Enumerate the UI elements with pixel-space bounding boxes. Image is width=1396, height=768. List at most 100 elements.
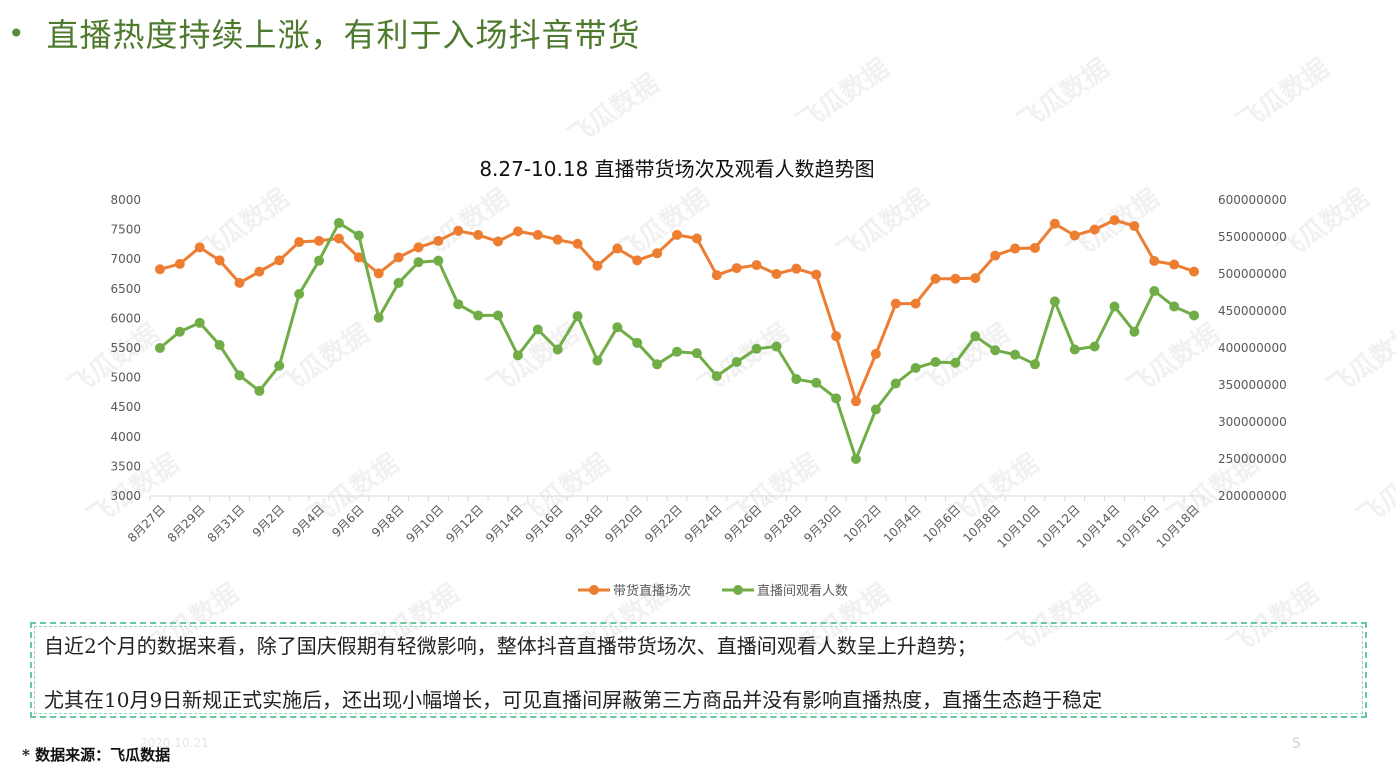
series-2-point <box>711 371 722 382</box>
series-2-point <box>214 340 225 351</box>
series-2-point <box>870 404 881 415</box>
chart-title: 8.27-10.18 直播带货场次及观看人数趋势图 <box>479 157 874 181</box>
x-tick-label: 9月26日 <box>722 502 765 545</box>
legend-marker-2 <box>733 585 743 595</box>
series-2-point <box>234 370 245 381</box>
x-tick-label: 9月18日 <box>563 502 606 545</box>
series-1-point <box>572 238 583 249</box>
series-1-point <box>194 242 205 253</box>
slide-header: • 直播热度持续上涨，有利于入场抖音带货 <box>8 8 641 58</box>
series-2-point <box>393 277 404 288</box>
series-1-point <box>552 234 563 245</box>
series-1-point <box>274 255 285 266</box>
series-2-point <box>314 255 325 266</box>
series-1-point <box>791 263 802 274</box>
x-tick-label: 9月22日 <box>642 502 685 545</box>
y-left-tick-label: 3000 <box>110 489 141 503</box>
y-right-tick-label: 300000000 <box>1218 415 1287 429</box>
data-source: * 数据来源：飞瓜数据 <box>22 746 171 764</box>
y-right-tick-label: 250000000 <box>1218 452 1287 466</box>
y-right-tick-label: 350000000 <box>1218 378 1287 392</box>
series-2-point <box>632 337 643 348</box>
x-tick-label: 8月27日 <box>125 502 168 545</box>
series-1-point <box>1089 224 1100 235</box>
series-2-point <box>850 454 861 464</box>
series-1-point <box>612 243 623 254</box>
y-left-tick-label: 4000 <box>110 430 141 444</box>
series-2-point <box>791 374 802 385</box>
y-left-tick-label: 7500 <box>110 223 141 237</box>
series-2-point <box>831 393 842 404</box>
series-1-point <box>850 396 861 407</box>
series-1-point <box>711 270 722 281</box>
series-1-point <box>234 277 245 288</box>
series-1-point <box>731 263 742 274</box>
summary-line-2: 尤其在10月9日新规正式实施后，还出现小幅增长，可见直播间屏蔽第三方商品并没有影… <box>44 688 1103 712</box>
series-1-point <box>950 273 961 284</box>
x-tick-label: 9月16日 <box>523 502 566 545</box>
series-1-point <box>771 269 782 279</box>
x-tick-label: 10月4日 <box>881 502 924 545</box>
x-tick-label: 8月31日 <box>205 502 248 545</box>
series-2-point <box>373 312 384 323</box>
watermark-text: 飞瓜数据 <box>792 53 895 138</box>
series-2-point <box>930 357 941 368</box>
series-2-point <box>453 299 464 310</box>
series-2-point <box>890 378 901 389</box>
series-2-point <box>154 343 165 353</box>
series-2-point <box>970 331 981 342</box>
series-1-point <box>1169 259 1180 270</box>
series-1-point <box>831 331 842 342</box>
series-2-point <box>652 359 663 370</box>
series-2-point <box>294 288 305 299</box>
x-tick-label: 9月6日 <box>329 502 367 540</box>
series-1-point <box>811 269 822 280</box>
series-1-point <box>154 264 165 275</box>
series-1-point <box>1049 218 1060 229</box>
summary-box: 自近2个月的数据来看，除了国庆假期有轻微影响，整体抖音直播带货场次、直播间观看人… <box>30 622 1367 718</box>
y-right-tick-label: 500000000 <box>1218 267 1287 281</box>
series-2-point <box>1029 359 1040 370</box>
series-2-point <box>612 322 623 333</box>
page-number: 5 <box>1292 736 1301 752</box>
series-1-point <box>393 252 404 263</box>
y-left-tick-label: 6000 <box>110 311 141 325</box>
series-2-point <box>274 360 285 371</box>
series-2-point <box>1149 286 1160 297</box>
x-tick-label: 10月18日 <box>1154 502 1202 550</box>
series-1-point <box>473 229 484 240</box>
series-1-point <box>1069 230 1080 241</box>
series-2-point <box>751 343 762 354</box>
series-1-point <box>910 298 921 309</box>
series-2-point <box>333 217 344 228</box>
series-1-point <box>353 252 364 263</box>
series-1-point <box>1029 242 1040 253</box>
series-1-point <box>970 273 981 284</box>
series-2-point <box>910 362 921 373</box>
series-1-point <box>433 235 444 246</box>
series-1-point <box>214 255 225 266</box>
x-tick-label: 10月2日 <box>841 502 884 545</box>
series-2-point <box>990 345 1001 356</box>
x-tick-label: 9月10日 <box>403 502 446 545</box>
series-2-point <box>1169 301 1180 312</box>
x-tick-label: 9月20日 <box>602 502 645 545</box>
series-1-point <box>373 268 384 279</box>
x-tick-label: 10月6日 <box>920 502 963 545</box>
series-1-point <box>751 260 762 271</box>
legend-marker-1 <box>589 585 599 595</box>
series-2-point <box>691 348 702 359</box>
series-2-point <box>194 317 205 328</box>
series-2-point <box>512 350 523 361</box>
x-tick-label: 9月12日 <box>443 502 486 545</box>
series-2-point <box>353 230 364 241</box>
x-tick-label: 9月28日 <box>761 502 804 545</box>
series-1-point <box>493 236 504 247</box>
y-right-tick-label: 550000000 <box>1218 230 1287 244</box>
y-left-tick-label: 3500 <box>110 459 141 473</box>
x-tick-label: 9月24日 <box>682 502 725 545</box>
series-1-point <box>254 266 265 277</box>
series-2-point <box>1109 301 1120 312</box>
date-stamp: 2020.10.21 <box>140 736 209 750</box>
legend-label-2: 直播间观看人数 <box>757 583 848 599</box>
